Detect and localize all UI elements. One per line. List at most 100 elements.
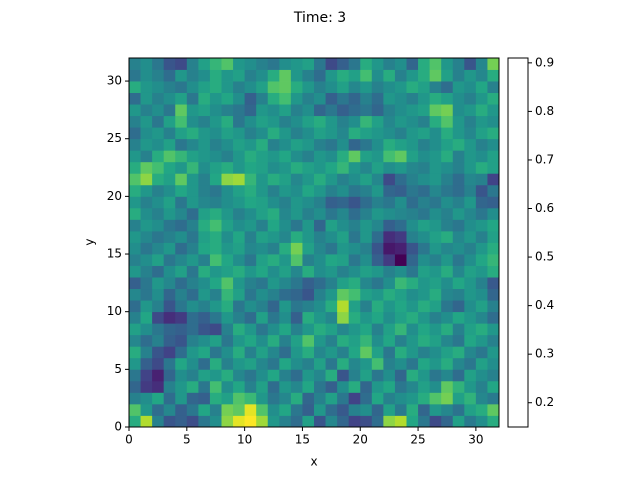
heatmap-cell [429, 346, 442, 359]
heatmap-cell [290, 127, 303, 140]
heatmap-cell [129, 138, 141, 151]
heatmap-cell [209, 369, 222, 382]
heatmap-cell [429, 311, 442, 324]
heatmap-cell [175, 184, 188, 197]
heatmap-cell [394, 196, 407, 209]
heatmap-cell [429, 173, 442, 186]
heatmap-cell [337, 369, 350, 382]
heatmap-cell [487, 115, 500, 128]
heatmap-cell [233, 161, 246, 174]
heatmap-cell [267, 277, 280, 290]
heatmap-cell [348, 403, 361, 416]
heatmap-cell [325, 173, 338, 186]
heatmap-cell [163, 311, 176, 324]
heatmap-cell [198, 380, 211, 393]
heatmap-cell [475, 415, 488, 428]
heatmap-cell [140, 300, 153, 313]
heatmap-cell [325, 150, 338, 163]
heatmap-cell [452, 346, 465, 359]
heatmap-cell [140, 196, 153, 209]
heatmap-cell [302, 69, 315, 82]
heatmap-cell [290, 265, 303, 278]
heatmap-cell [325, 254, 338, 266]
heatmap-cell [406, 334, 419, 347]
heatmap-cell [198, 81, 211, 93]
heatmap-cell [129, 311, 141, 324]
heatmap-cell [129, 69, 141, 82]
heatmap-cell [487, 81, 500, 93]
heatmap-cell [256, 92, 269, 105]
heatmap-cell [267, 138, 280, 151]
heatmap-cell [394, 92, 407, 105]
heatmap-cell [186, 380, 199, 393]
heatmap-cell [371, 392, 384, 405]
heatmap-cell [348, 127, 361, 140]
heatmap-cell [371, 311, 384, 324]
heatmap-cell [475, 150, 488, 163]
heatmap-cell [279, 242, 292, 255]
heatmap-cell [394, 184, 407, 197]
heatmap-cell [198, 127, 211, 140]
heatmap-cell [325, 300, 338, 313]
heatmap-cell [348, 300, 361, 313]
heatmap-cell [209, 127, 222, 140]
heatmap-cell [186, 150, 199, 163]
heatmap-cell [441, 104, 454, 117]
heatmap-cell [452, 265, 465, 278]
heatmap-cell [140, 115, 153, 128]
x-tick-label: 0 [125, 433, 133, 447]
heatmap-cell [371, 254, 384, 266]
heatmap-cell [163, 300, 176, 313]
heatmap-cell [337, 300, 350, 313]
heatmap-cell [267, 369, 280, 382]
heatmap-cell [256, 392, 269, 405]
heatmap-cell [233, 346, 246, 359]
heatmap-cell [371, 58, 384, 70]
heatmap-cell [152, 265, 165, 278]
heatmap-cell [337, 288, 350, 301]
heatmap-cell [441, 323, 454, 336]
heatmap-cell [244, 277, 257, 290]
heatmap-cell [302, 150, 315, 163]
heatmap-cell [360, 196, 373, 209]
heatmap-cell [418, 357, 431, 370]
heatmap-cell [256, 150, 269, 163]
heatmap-cell [129, 184, 141, 197]
heatmap-cell [256, 403, 269, 416]
heatmap-cell [198, 357, 211, 370]
heatmap-cell [337, 380, 350, 393]
heatmap-cell [163, 230, 176, 243]
heatmap-cell [314, 150, 326, 163]
heatmap-cell [406, 184, 419, 197]
heatmap-cell [383, 58, 396, 70]
heatmap-cell [394, 127, 407, 140]
heatmap-cell [429, 219, 442, 232]
heatmap-cell [383, 415, 396, 428]
heatmap-cell [325, 334, 338, 347]
heatmap-cell [418, 219, 431, 232]
heatmap-cell [302, 334, 315, 347]
heatmap-cell [394, 369, 407, 382]
heatmap-cell [406, 173, 419, 186]
heatmap-cell [209, 403, 222, 416]
heatmap-cell [452, 104, 465, 117]
heatmap-cell [348, 173, 361, 186]
heatmap-cell [198, 300, 211, 313]
heatmap-cell [325, 415, 338, 428]
y-tick-label: 30 [107, 74, 122, 88]
heatmap-cell [233, 127, 246, 140]
heatmap-cell [325, 346, 338, 359]
heatmap-cell [429, 334, 442, 347]
heatmap-cell [290, 184, 303, 197]
heatmap-cell [429, 207, 442, 220]
heatmap-cell [140, 311, 153, 324]
heatmap-cell [279, 92, 292, 105]
heatmap-cell [371, 173, 384, 186]
heatmap-cell [348, 92, 361, 105]
heatmap-cell [394, 346, 407, 359]
heatmap-cell [186, 207, 199, 220]
heatmap-cell [464, 173, 477, 186]
heatmap-cell [337, 196, 350, 209]
heatmap-cell [267, 415, 280, 428]
heatmap-cell [186, 403, 199, 416]
